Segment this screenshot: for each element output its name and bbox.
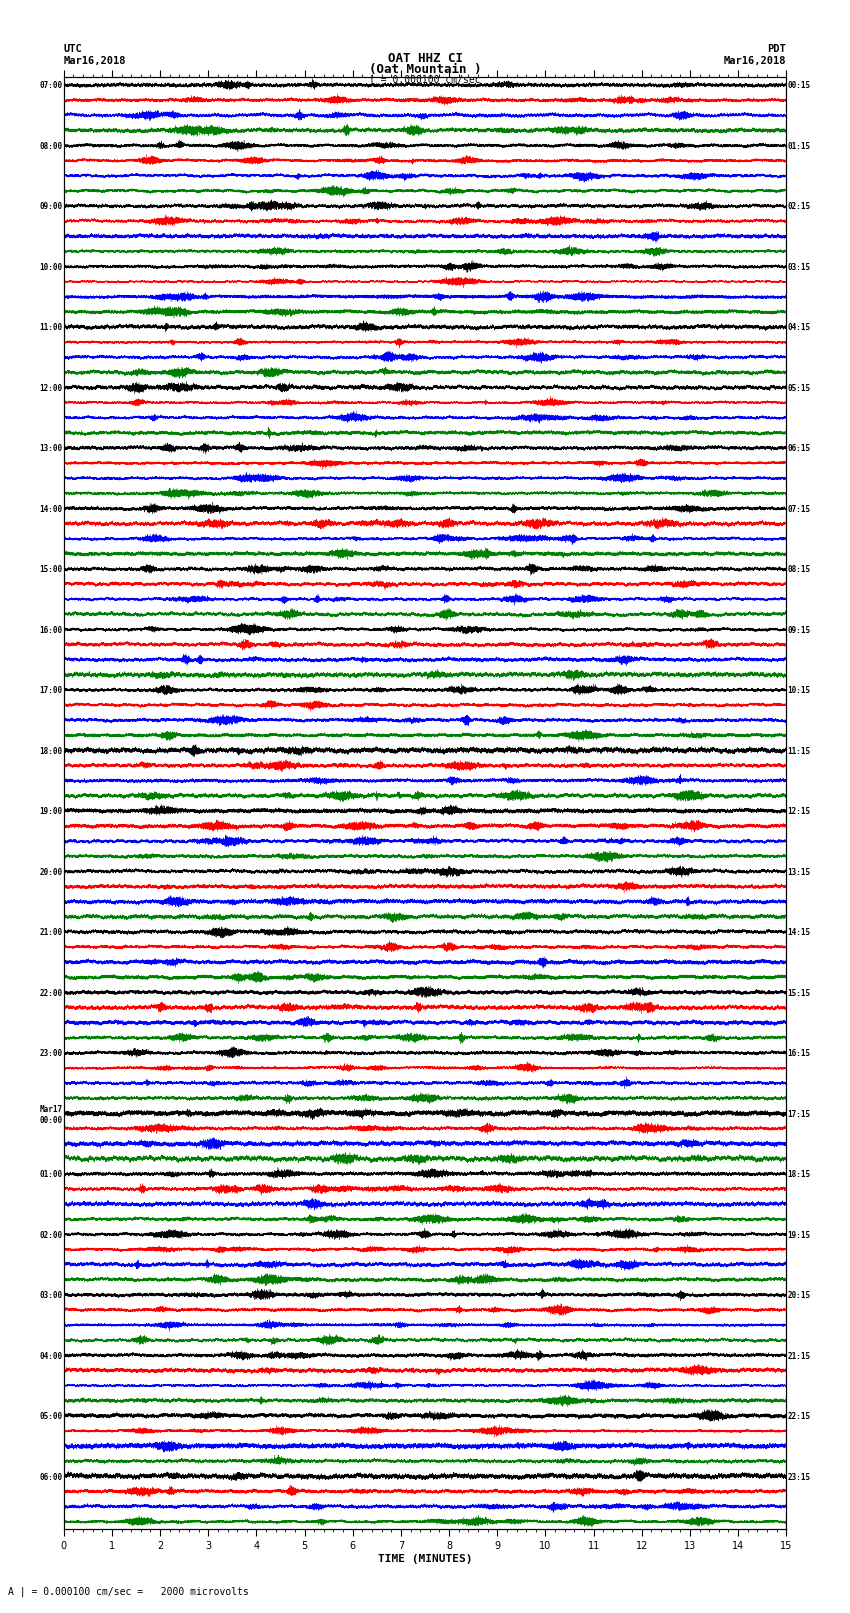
Text: PDT: PDT bbox=[768, 44, 786, 53]
Text: Mar16,2018: Mar16,2018 bbox=[723, 56, 786, 66]
Text: Mar16,2018: Mar16,2018 bbox=[64, 56, 127, 66]
Text: | = 0.000100 cm/sec: | = 0.000100 cm/sec bbox=[369, 74, 481, 85]
Text: A | = 0.000100 cm/sec =   2000 microvolts: A | = 0.000100 cm/sec = 2000 microvolts bbox=[8, 1586, 249, 1597]
X-axis label: TIME (MINUTES): TIME (MINUTES) bbox=[377, 1553, 473, 1563]
Text: UTC: UTC bbox=[64, 44, 82, 53]
Text: (Oat Mountain ): (Oat Mountain ) bbox=[369, 63, 481, 76]
Text: OAT HHZ CI: OAT HHZ CI bbox=[388, 52, 462, 65]
